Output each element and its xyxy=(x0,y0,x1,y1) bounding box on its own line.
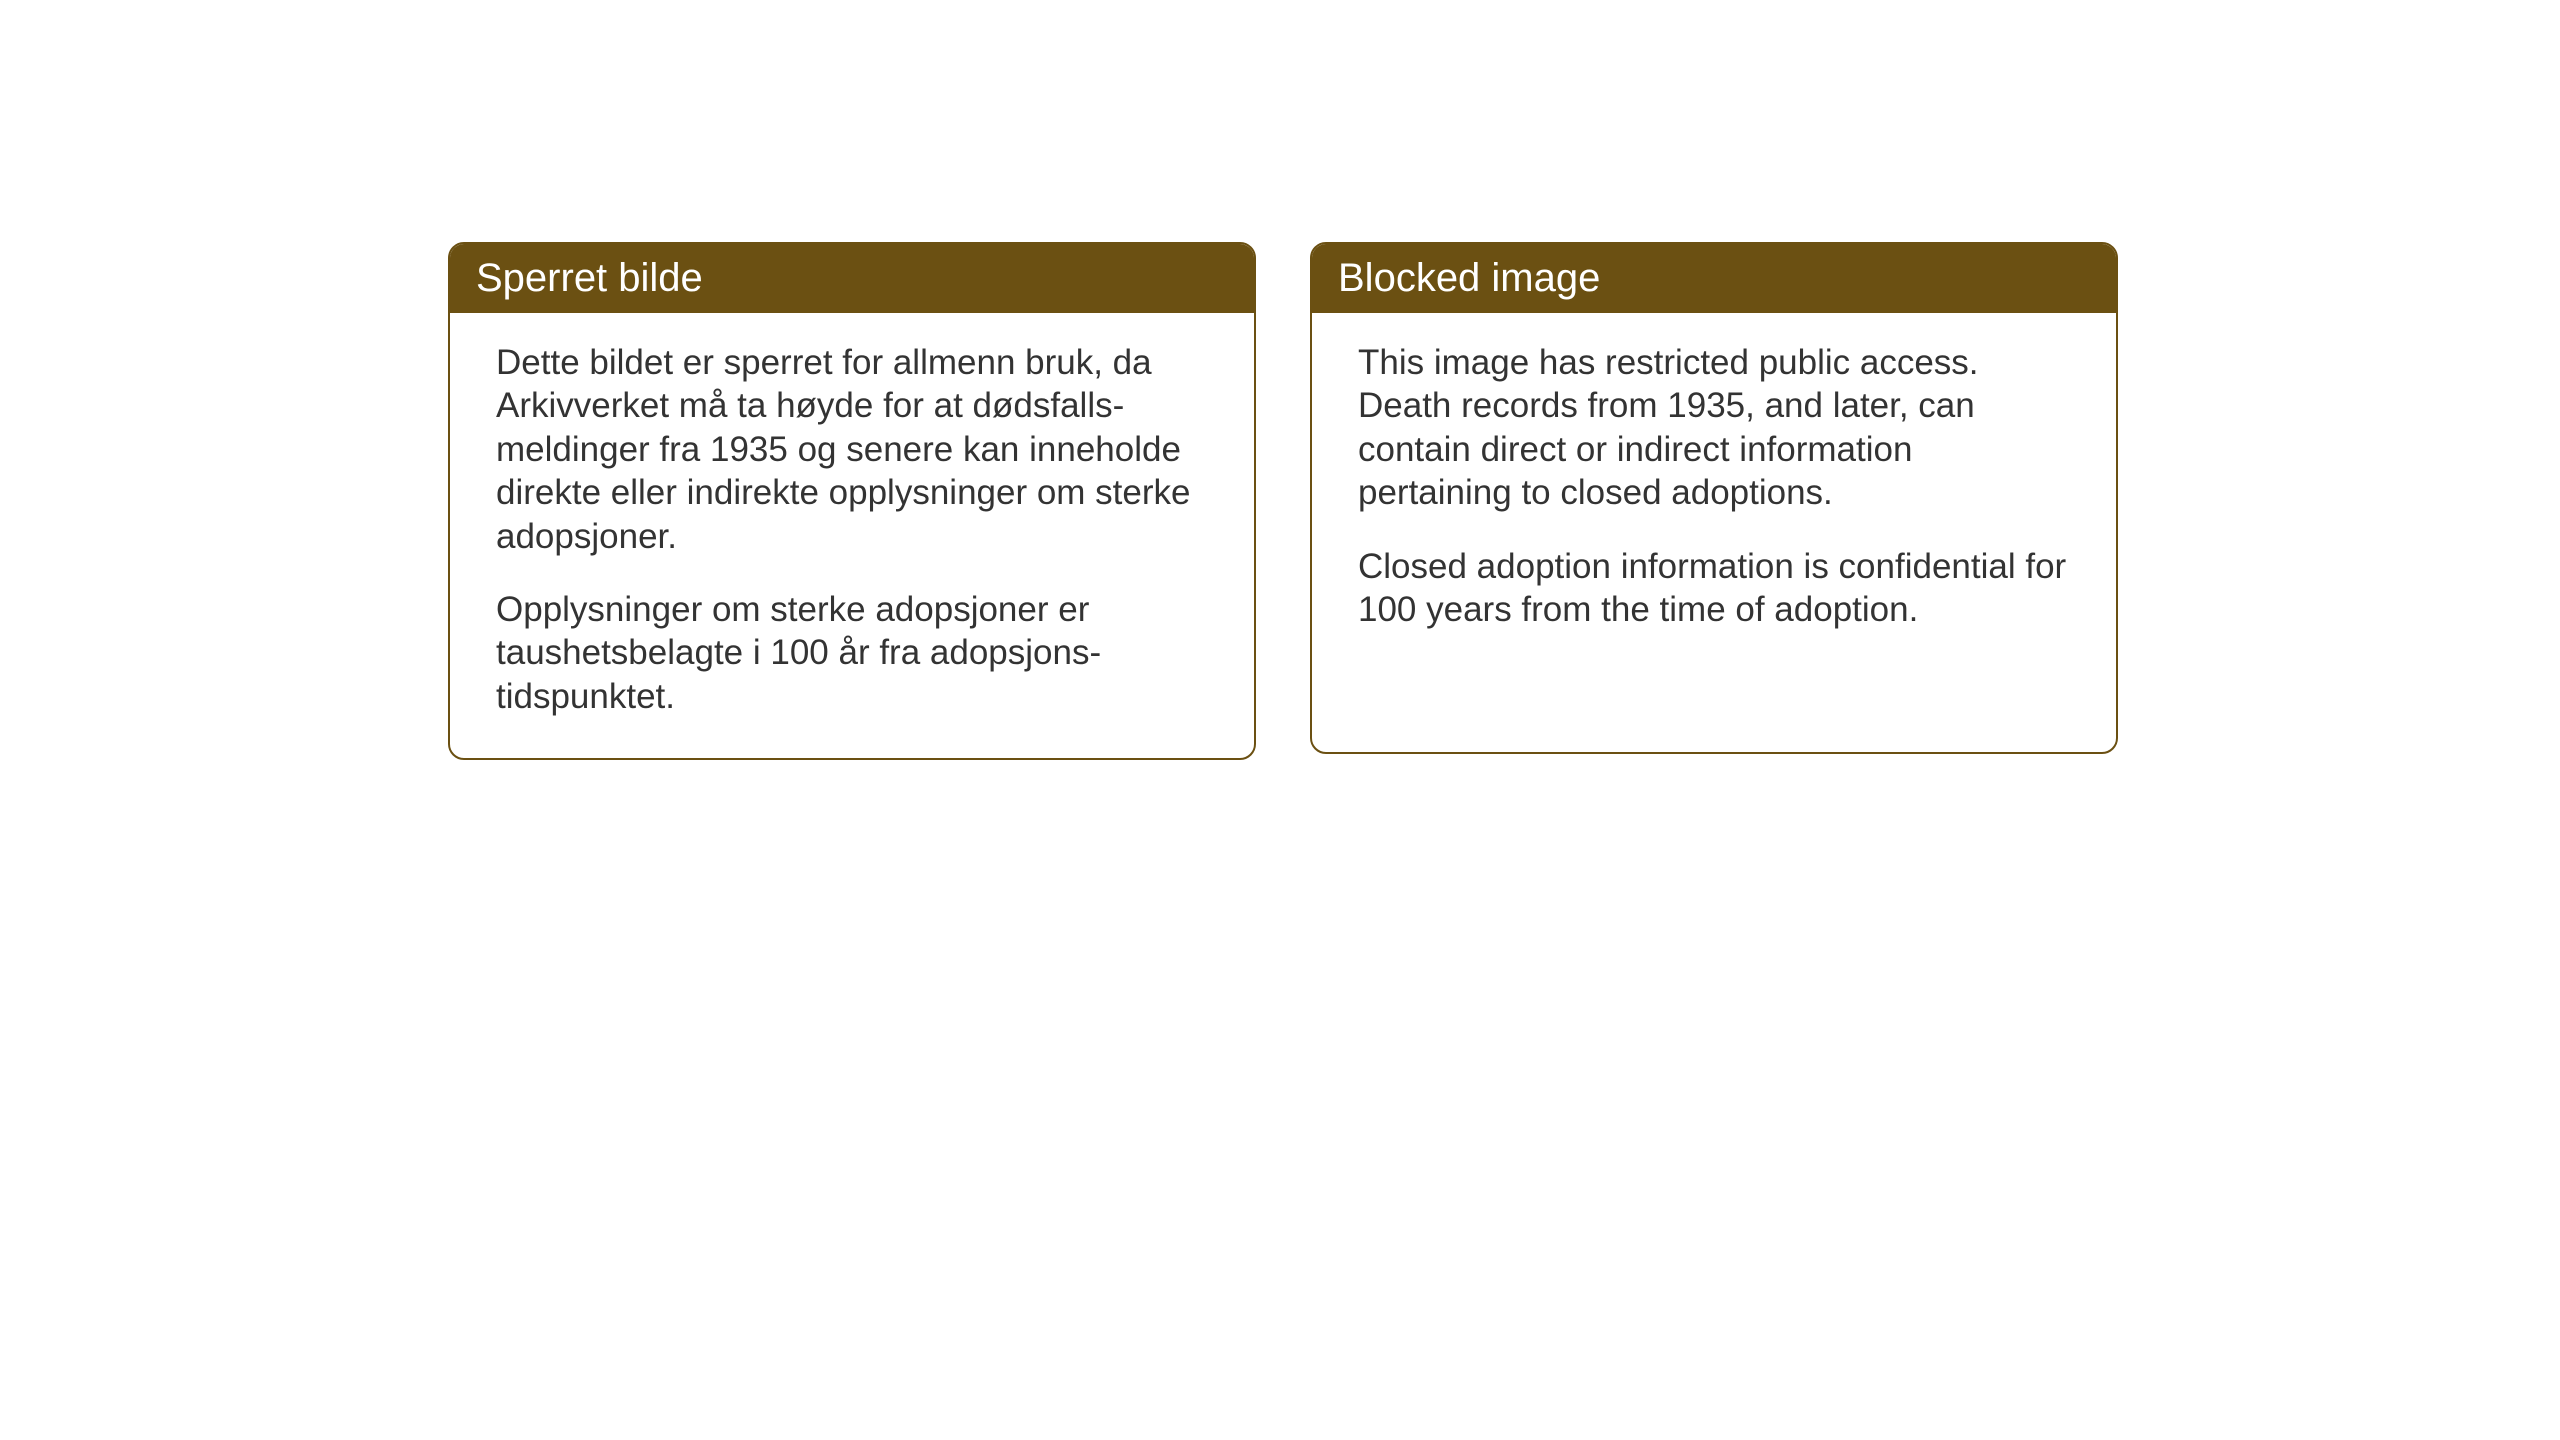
norwegian-card-title: Sperret bilde xyxy=(476,256,703,300)
english-card-header: Blocked image xyxy=(1312,244,2116,313)
english-card-body: This image has restricted public access.… xyxy=(1312,313,2116,671)
norwegian-card-header: Sperret bilde xyxy=(450,244,1254,313)
english-notice-card: Blocked image This image has restricted … xyxy=(1310,242,2118,754)
norwegian-notice-card: Sperret bilde Dette bildet er sperret fo… xyxy=(448,242,1256,760)
norwegian-paragraph-2: Opplysninger om sterke adopsjoner er tau… xyxy=(496,588,1208,718)
english-card-title: Blocked image xyxy=(1338,256,1600,300)
english-paragraph-2: Closed adoption information is confident… xyxy=(1358,545,2070,632)
english-paragraph-1: This image has restricted public access.… xyxy=(1358,341,2070,515)
notice-container: Sperret bilde Dette bildet er sperret fo… xyxy=(448,242,2118,760)
norwegian-paragraph-1: Dette bildet er sperret for allmenn bruk… xyxy=(496,341,1208,558)
norwegian-card-body: Dette bildet er sperret for allmenn bruk… xyxy=(450,313,1254,758)
